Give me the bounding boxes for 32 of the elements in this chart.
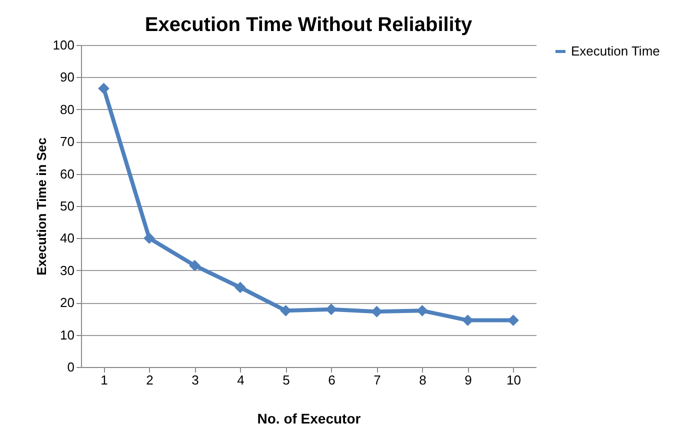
x-tick-label: 6 xyxy=(328,372,336,388)
x-tick-label: 7 xyxy=(374,372,381,388)
point xyxy=(508,314,519,326)
x-tick-label: 2 xyxy=(146,372,154,388)
y-tick-label: 90 xyxy=(60,70,74,85)
x-tick-label: 8 xyxy=(419,372,426,388)
point xyxy=(462,314,474,326)
y-axis-title: Execution Time in Sec xyxy=(34,138,49,276)
x-tick-label: 10 xyxy=(506,372,521,388)
y-tick-label: 20 xyxy=(60,295,74,310)
y-tick-label: 70 xyxy=(60,134,74,150)
legend-label: Execution Time xyxy=(571,44,660,58)
y-tick-label: 0 xyxy=(67,360,74,374)
y-tick-label: 80 xyxy=(60,102,74,117)
point xyxy=(416,304,428,316)
y-tick-label: 50 xyxy=(60,198,74,214)
y-tick-label: 40 xyxy=(60,230,74,246)
y-tick-label: 30 xyxy=(60,262,74,278)
point xyxy=(234,282,246,294)
x-axis-title: No. of Executor xyxy=(257,410,362,426)
x-tick-label: 4 xyxy=(237,372,244,388)
point xyxy=(98,82,110,94)
point xyxy=(189,260,200,272)
y-tick-label: 10 xyxy=(60,327,74,342)
chart-title: Execution Time Without Reliability xyxy=(144,14,474,36)
x-tick-label: 3 xyxy=(192,372,199,388)
x-tick-label: 9 xyxy=(464,372,472,388)
y-tick-label: 60 xyxy=(60,166,74,182)
x-tick-label: 1 xyxy=(100,372,108,388)
x-tick-label: 5 xyxy=(282,372,290,388)
y-tick-label: 100 xyxy=(52,38,74,52)
point xyxy=(144,232,155,244)
